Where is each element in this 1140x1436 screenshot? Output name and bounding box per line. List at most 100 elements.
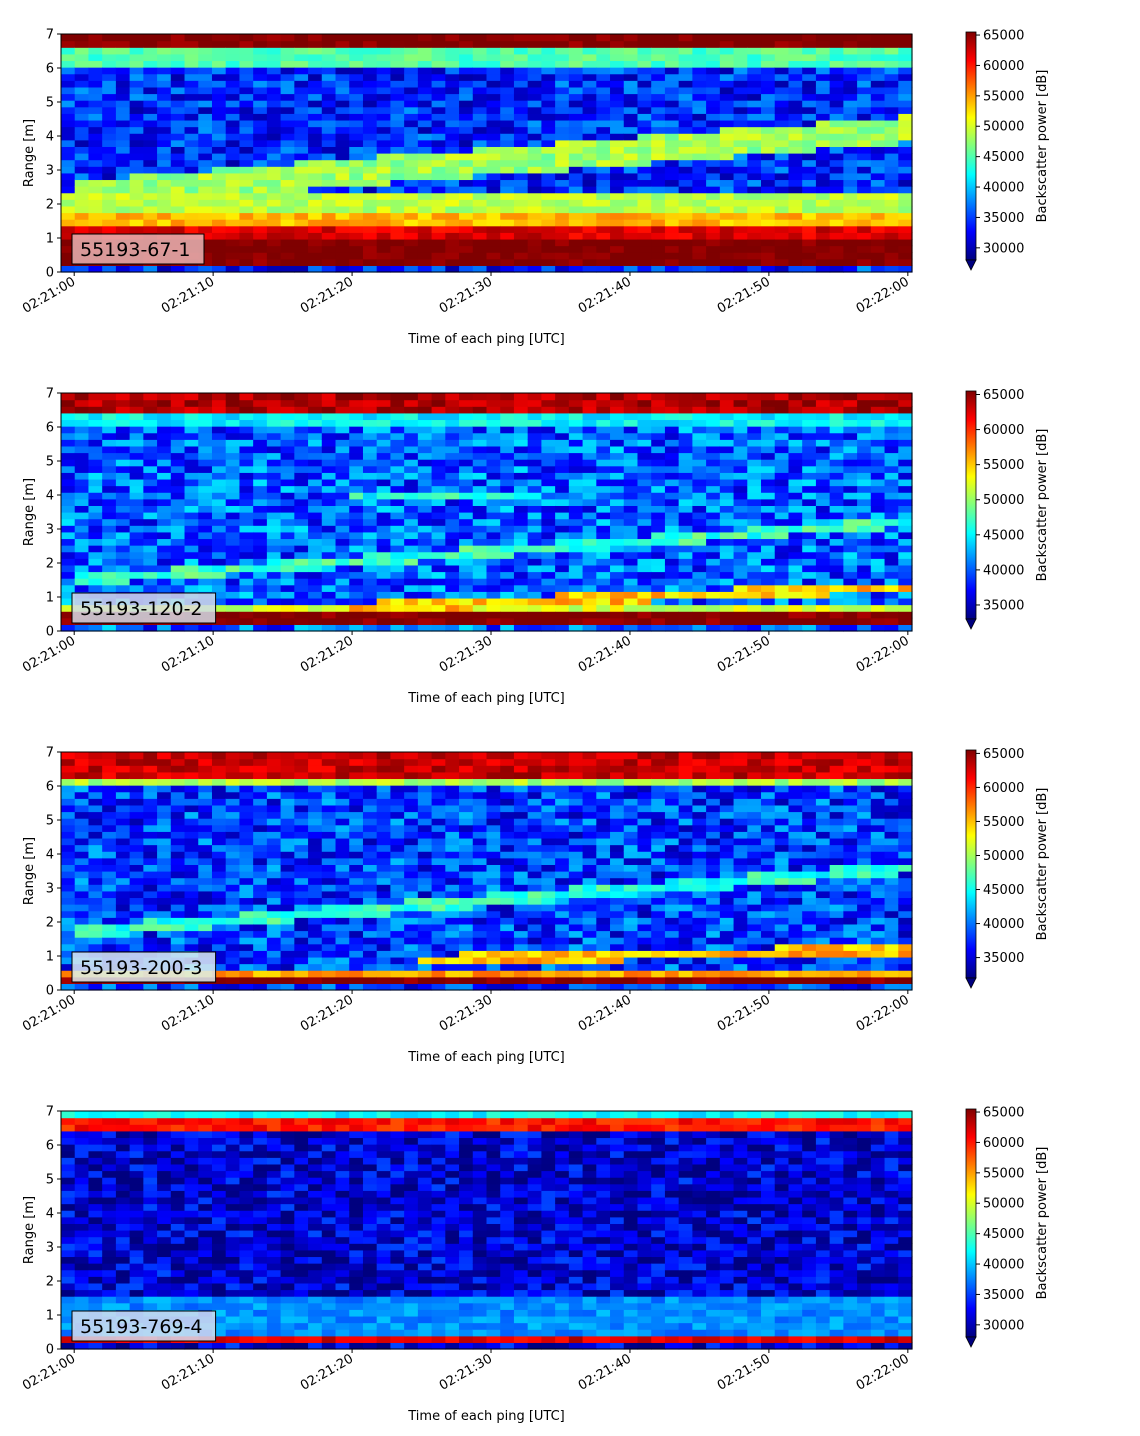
heatmap-cell [88, 67, 103, 75]
heatmap-cell [541, 597, 556, 606]
heatmap-cell [555, 252, 570, 260]
heatmap-cell [898, 412, 913, 421]
heatmap-cell [417, 47, 433, 55]
heatmap-cell [404, 106, 419, 114]
heatmap-cell [308, 406, 323, 414]
heatmap-cell [733, 617, 748, 625]
heatmap-cell [774, 551, 790, 559]
heatmap-cell [239, 238, 254, 247]
heatmap-cell [431, 159, 446, 167]
heatmap-cell [733, 238, 748, 247]
heatmap-cell [486, 597, 501, 606]
heatmap-cell [390, 153, 405, 161]
heatmap-cell [733, 133, 748, 141]
heatmap-cell [308, 93, 323, 101]
heatmap-cell [541, 166, 556, 174]
heatmap-cell [294, 113, 309, 121]
heatmap-cell [651, 205, 666, 214]
heatmap-cell [170, 472, 186, 480]
heatmap-cell [719, 564, 735, 573]
heatmap-cell [555, 205, 570, 214]
heatmap-cell [459, 412, 474, 421]
heatmap-cell [61, 851, 76, 859]
heatmap-cell [308, 225, 323, 233]
heatmap-cell [651, 153, 666, 161]
heatmap-cell [870, 419, 886, 427]
heatmap-cell [843, 597, 858, 606]
heatmap-cell [568, 34, 584, 42]
heatmap-cell [747, 551, 762, 559]
heatmap-cell [143, 758, 158, 766]
heatmap-cell [664, 199, 680, 207]
heatmap-cell [280, 133, 295, 141]
x-tick-label: 02:21:10 [159, 633, 217, 675]
heatmap-cell [280, 465, 295, 473]
heatmap-cell [761, 258, 776, 266]
heatmap-cell [898, 465, 913, 473]
heatmap-cell [349, 538, 364, 546]
heatmap-cell [829, 485, 844, 493]
heatmap-cell [102, 80, 117, 88]
heatmap-cell [445, 40, 460, 48]
heatmap-cell [541, 252, 556, 260]
heatmap-cell [582, 166, 597, 174]
heatmap-cell [582, 525, 597, 533]
heatmap-cell [294, 584, 309, 592]
heatmap-cell [184, 93, 199, 101]
heatmap-cell [541, 439, 556, 447]
heatmap-cell [596, 512, 611, 520]
heatmap-cell [61, 179, 76, 187]
heatmap-cell [143, 877, 158, 885]
heatmap-cell [362, 578, 378, 586]
heatmap-cell [582, 445, 597, 454]
heatmap-cell [637, 212, 652, 220]
heatmap-cell [664, 584, 680, 592]
heatmap-cell [815, 399, 831, 407]
heatmap-cell [513, 258, 529, 266]
heatmap-cell [184, 804, 199, 813]
heatmap-cell [74, 804, 90, 813]
heatmap-cell [184, 943, 199, 951]
heatmap-cell [253, 597, 268, 606]
heatmap-cell [761, 219, 776, 227]
heatmap-cell [143, 884, 158, 892]
heatmap-cell [898, 126, 913, 134]
heatmap-cell [88, 452, 103, 460]
heatmap-cell [459, 106, 474, 114]
heatmap-cell [211, 917, 227, 925]
heatmap-cell [294, 53, 309, 62]
heatmap-cell [170, 837, 186, 846]
heatmap-cell [555, 113, 570, 121]
colorbar-tick-label: 55000 [983, 89, 1024, 104]
heatmap-cell [349, 199, 364, 207]
heatmap-cell [184, 205, 199, 214]
heatmap-cell [266, 106, 282, 114]
heatmap-cell [294, 505, 309, 513]
heatmap-cell [157, 851, 172, 859]
heatmap-cell [115, 545, 131, 553]
heatmap-cell [555, 192, 570, 200]
heatmap-cell [170, 459, 186, 467]
heatmap-cell [651, 426, 666, 434]
heatmap-cell [541, 412, 556, 421]
heatmap-cell [349, 113, 364, 121]
heatmap-cell [280, 139, 295, 147]
heatmap-cell [486, 492, 501, 500]
heatmap-cell [774, 258, 790, 266]
colorbar-tick-label: 60000 [983, 423, 1024, 438]
heatmap-cell [198, 877, 213, 885]
heatmap-cell [719, 258, 735, 266]
heatmap-cell [294, 245, 309, 253]
heatmap-cell [870, 399, 886, 407]
heatmap-cell [88, 765, 103, 773]
axes-frame [60, 33, 913, 273]
heatmap-cell [651, 60, 666, 68]
heatmap-cell [61, 950, 76, 958]
heatmap-cell [170, 492, 186, 500]
heatmap-cell [486, 478, 501, 487]
heatmap-cell [555, 545, 570, 553]
heatmap-cell [761, 393, 776, 401]
heatmap-cell [143, 67, 158, 75]
heatmap-cell [486, 73, 501, 81]
heatmap-cell [692, 106, 707, 114]
